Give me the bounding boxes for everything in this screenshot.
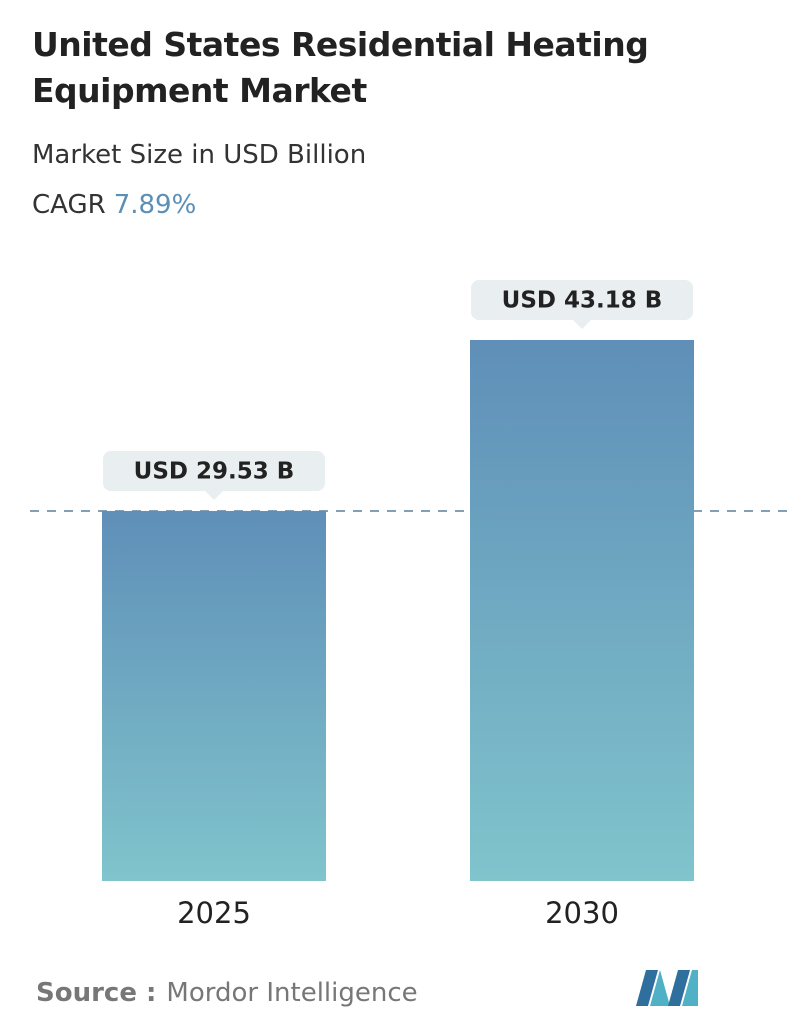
cagr: CAGR 7.89% <box>32 190 196 220</box>
source: Source : Mordor Intelligence <box>36 978 418 1008</box>
logo <box>636 970 698 1006</box>
source-name: Mordor Intelligence <box>166 978 418 1008</box>
cagr-label: CAGR <box>32 190 106 220</box>
value-label: USD 43.18 B <box>502 288 663 314</box>
value-label-pointer <box>573 320 591 329</box>
cagr-value: 7.89% <box>113 190 197 220</box>
source-label: Source : <box>36 978 157 1008</box>
chart-subtitle: Market Size in USD Billion <box>32 140 367 170</box>
value-label-pointer <box>205 491 223 501</box>
value-label: USD 29.53 B <box>134 459 295 485</box>
bar <box>470 340 694 881</box>
bar <box>102 511 326 881</box>
value-label-box <box>471 280 693 320</box>
value-label-box <box>103 451 325 492</box>
chart-title: United States Residential Heating Equipm… <box>32 25 649 110</box>
x-tick-label: 2025 <box>177 896 251 930</box>
x-tick-label: 2030 <box>545 896 619 930</box>
